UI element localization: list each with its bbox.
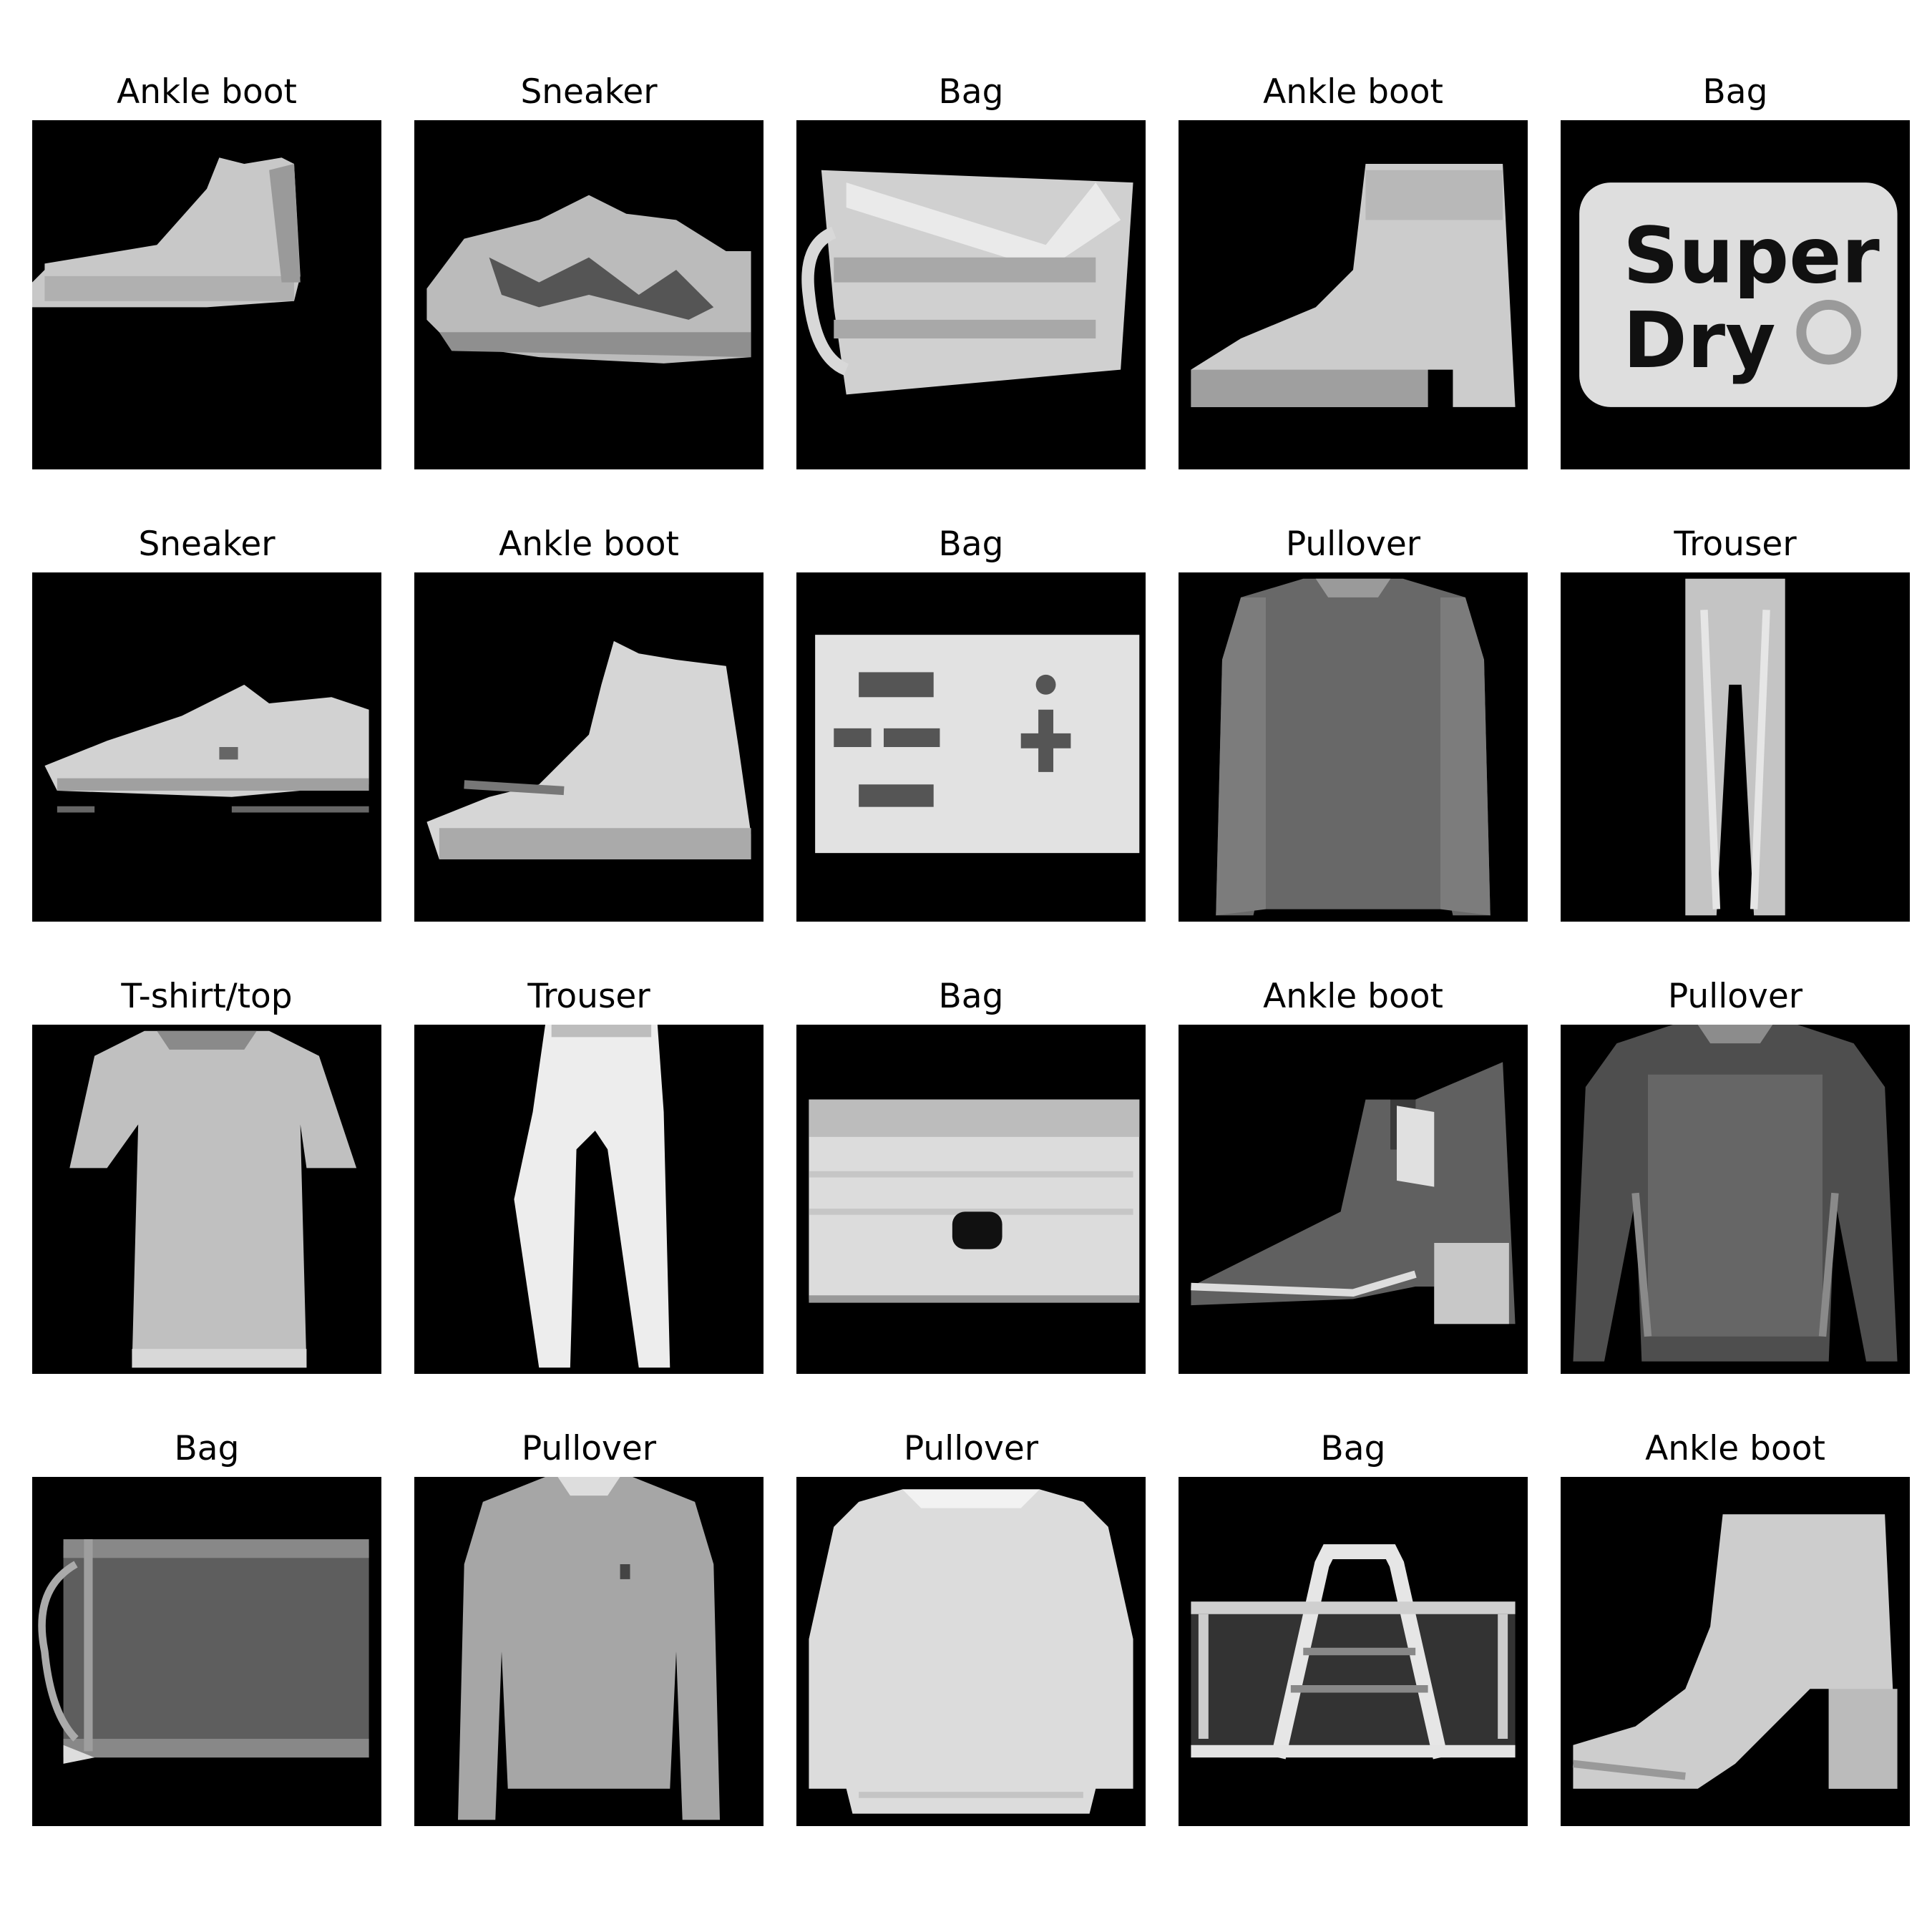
cell-title: Ankle boot: [1645, 1429, 1825, 1468]
cell-image: [414, 1477, 763, 1826]
bag-print-text: Dry: [1623, 296, 1775, 386]
cell-image: [1179, 120, 1528, 469]
cell-image: [1179, 1477, 1528, 1826]
cell-image: Super Dry: [1561, 120, 1910, 469]
cell-title: Bag: [938, 72, 1004, 112]
ankle-boot-icon: [426, 640, 751, 859]
cell-image: [1561, 1477, 1910, 1826]
cell-title: Ankle boot: [1263, 977, 1443, 1016]
pullover-icon: [809, 1489, 1133, 1814]
bag-icon: [38, 1539, 369, 1764]
tshirt-icon: [69, 1030, 357, 1368]
ankle-boot-icon: [1572, 1514, 1898, 1789]
pullover-icon: [1216, 578, 1491, 916]
cell-image: [414, 1025, 763, 1374]
cell-title: T-shirt/top: [121, 977, 293, 1016]
cell-title: Bag: [1320, 1429, 1386, 1468]
cell-image: [1561, 572, 1910, 922]
trouser-icon: [1685, 578, 1785, 916]
cell-title: Bag: [1702, 72, 1768, 112]
cell-title: Bag: [938, 525, 1004, 564]
cell-title: Ankle boot: [499, 525, 679, 564]
cell-image: [796, 120, 1146, 469]
cell-image: [796, 1025, 1146, 1374]
cell-image: [796, 1477, 1146, 1826]
bag-icon: [815, 635, 1140, 854]
cell-title: Trouser: [1674, 525, 1797, 564]
bag-icon: [801, 170, 1133, 395]
cell-title: Trouser: [527, 977, 650, 1016]
cell-image: [1179, 572, 1528, 922]
cell-title: Pullover: [1667, 977, 1803, 1016]
bag-icon: [1191, 1544, 1516, 1760]
cell-title: Pullover: [903, 1429, 1039, 1468]
cell-image: [32, 1025, 381, 1374]
bag-icon: [809, 1099, 1140, 1303]
cell-image: [32, 572, 381, 922]
ankle-boot-icon: [1191, 164, 1516, 407]
cell-title: Pullover: [1285, 525, 1421, 564]
cell-title: Pullover: [521, 1429, 657, 1468]
cell-image: [1179, 1025, 1528, 1374]
cell-image: [1561, 1025, 1910, 1374]
ankle-boot-icon: [1191, 1062, 1516, 1324]
cell-image: [32, 1477, 381, 1826]
cell-image: [796, 572, 1146, 922]
cell-title: Ankle boot: [117, 72, 297, 112]
cell-image: [414, 572, 763, 922]
bag-print-text: Super: [1623, 212, 1880, 301]
bag-icon: Super Dry: [1579, 182, 1898, 407]
cell-title: Sneaker: [520, 72, 658, 112]
cell-image: [32, 120, 381, 469]
pullover-icon: [458, 1477, 720, 1820]
cell-image: [414, 120, 763, 469]
sneaker-icon: [426, 195, 751, 364]
sneaker-icon: [44, 684, 369, 813]
trouser-icon: [514, 1025, 670, 1368]
cell-title: Ankle boot: [1263, 72, 1443, 112]
cell-title: Sneaker: [138, 525, 275, 564]
cell-title: Bag: [174, 1429, 240, 1468]
pullover-icon: [1573, 1025, 1898, 1362]
cell-title: Bag: [938, 977, 1004, 1016]
ankle-boot-icon: [32, 157, 301, 308]
